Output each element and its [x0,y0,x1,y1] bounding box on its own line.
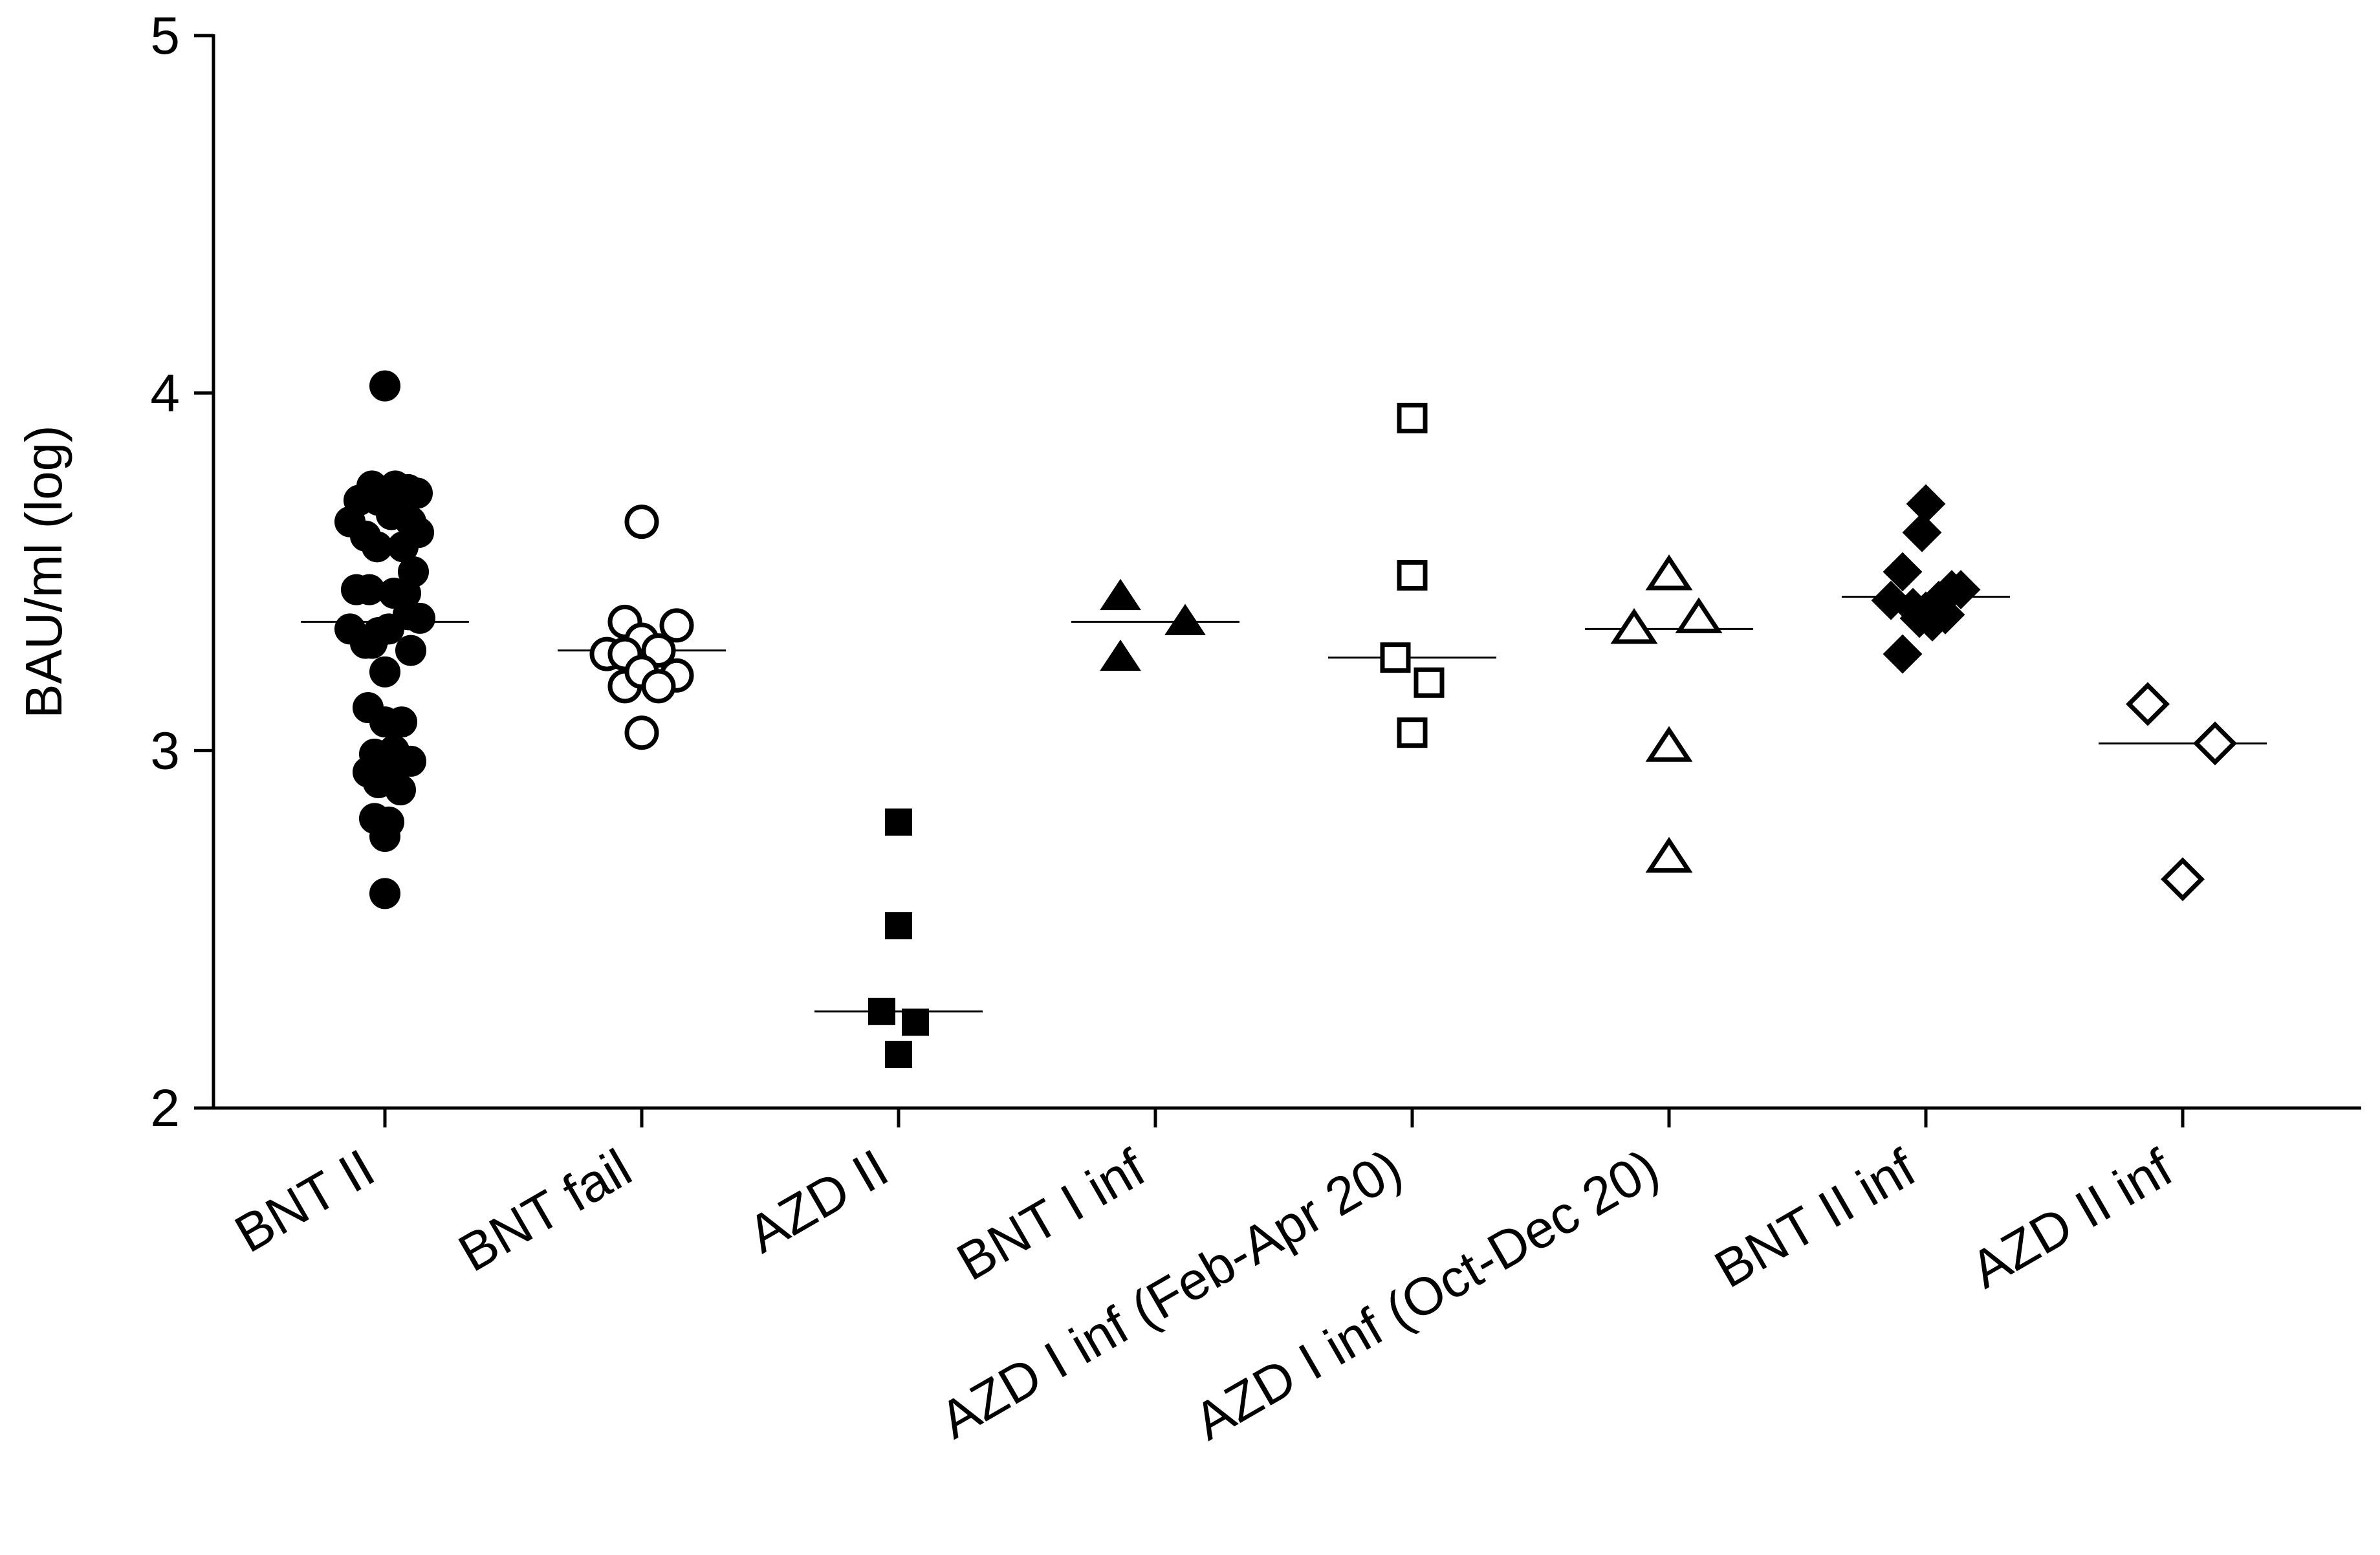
x-tick-label: BNT II inf [1705,1138,1925,1299]
x-tick-label: AZD I inf (Oct-Dec 20) [1185,1138,1668,1452]
group-5 [1585,554,1753,873]
y-tick-label: 2 [150,1079,180,1138]
group-3 [1071,578,1239,671]
data-point [902,1008,929,1036]
data-point [624,505,659,539]
data-marks [301,370,2267,1069]
x-tick-label: AZD II [738,1138,898,1265]
data-point [1397,560,1428,591]
x-tick-label: AZD I inf (Feb-Apr 20) [930,1138,1412,1450]
data-point [641,669,676,704]
data-point [356,627,388,659]
group-6 [1842,484,2010,674]
data-point [1380,642,1411,673]
data-point [1164,604,1206,635]
data-point [1899,598,1939,638]
data-point [868,997,895,1025]
data-point [885,808,912,836]
data-point [1100,639,1141,671]
data-point [395,635,426,666]
data-point [369,656,400,688]
data-point [369,878,400,909]
data-point [1675,597,1723,633]
data-point [2193,721,2237,766]
data-point [1645,554,1693,591]
data-point [1902,512,1942,552]
y-tick-label: 5 [150,6,180,65]
data-point [1645,726,1693,762]
group-7 [2099,682,2267,902]
data-point [1397,717,1428,748]
x-tick-label: BNT fail [449,1138,641,1283]
y-axis-title: BAU/ml (log) [15,425,72,718]
x-tick-label: BNT II [226,1138,384,1264]
data-point [1100,578,1141,611]
data-point [385,774,416,806]
axes [212,34,2361,1110]
group-1 [558,505,726,750]
data-point [659,608,694,643]
data-point [1941,570,1981,610]
group-4 [1328,402,1496,748]
y-ticks: 2 3 4 5 [150,6,213,1138]
data-point [1414,667,1445,698]
data-point [386,706,417,738]
data-point [369,820,400,852]
y-tick-label: 3 [150,721,180,780]
data-point [404,602,435,634]
data-point [2161,857,2205,902]
data-point [1610,608,1658,644]
data-point [885,1041,912,1069]
data-point [624,715,659,750]
data-point [1397,402,1428,433]
data-point [2126,682,2170,726]
x-tick-label: AZD II inf [1961,1138,2183,1300]
data-point [1883,552,1923,592]
data-point [1883,634,1923,674]
x-tick-label: BNT I inf [948,1138,1155,1292]
data-point [369,370,400,402]
data-point [1645,836,1693,873]
data-point [885,912,912,940]
y-tick-label: 4 [150,364,180,423]
group-2 [814,808,983,1069]
group-0 [301,370,469,909]
